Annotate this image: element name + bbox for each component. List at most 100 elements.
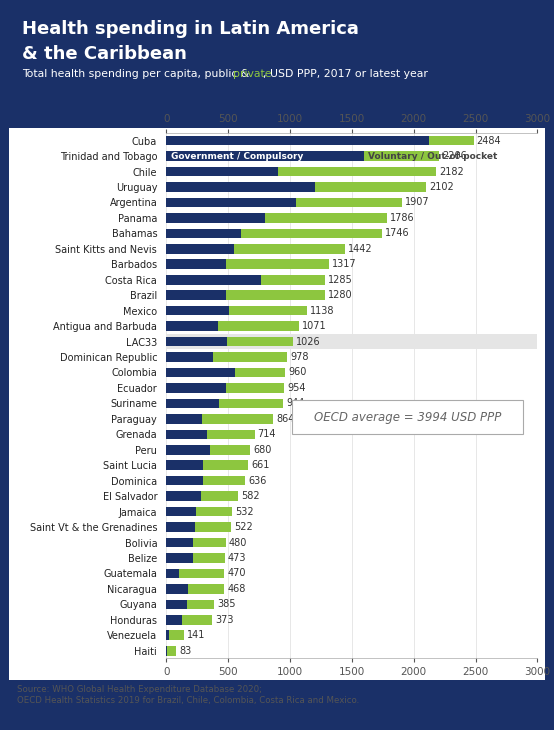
Bar (166, 291, 225, 300)
Text: 1280: 1280 (327, 291, 352, 300)
Bar (166, 306, 229, 315)
Bar (166, 383, 225, 393)
Bar (166, 136, 429, 145)
Bar (166, 321, 218, 331)
Bar (229, 306, 307, 315)
Text: & the Caribbean: & the Caribbean (22, 45, 187, 64)
Text: Health spending in Latin America: Health spending in Latin America (22, 20, 359, 39)
Text: 468: 468 (227, 584, 245, 594)
Text: 532: 532 (235, 507, 254, 517)
Text: 373: 373 (216, 615, 234, 625)
Bar (166, 352, 213, 362)
Text: 1442: 1442 (348, 244, 372, 254)
Text: private: private (233, 69, 271, 79)
Bar (218, 321, 299, 331)
Bar (166, 445, 209, 455)
Bar (203, 476, 245, 485)
Text: 1138: 1138 (310, 306, 335, 315)
Text: Source: WHO Global Health Expenditure Database 2020;: Source: WHO Global Health Expenditure Da… (17, 685, 261, 694)
Bar (261, 275, 325, 285)
Bar (194, 522, 231, 532)
Bar (193, 553, 225, 563)
Text: 480: 480 (229, 537, 247, 548)
Bar (296, 198, 402, 207)
Text: 1026: 1026 (296, 337, 321, 347)
Bar (178, 569, 224, 578)
Bar (203, 461, 248, 470)
Text: 954: 954 (288, 383, 306, 393)
Text: 1786: 1786 (390, 213, 415, 223)
Text: 141: 141 (187, 630, 205, 640)
Bar (182, 615, 212, 625)
Bar (166, 166, 278, 177)
Text: 470: 470 (228, 569, 246, 578)
Text: 978: 978 (290, 352, 309, 362)
Text: 522: 522 (234, 522, 253, 532)
Bar (167, 646, 177, 656)
Text: 473: 473 (228, 553, 247, 563)
Bar (225, 383, 284, 393)
Text: , USD PPP, 2017 or latest year: , USD PPP, 2017 or latest year (263, 69, 428, 79)
Text: 714: 714 (258, 429, 276, 439)
Bar (225, 291, 325, 300)
Text: 661: 661 (251, 460, 269, 470)
FancyBboxPatch shape (293, 400, 522, 434)
Bar (166, 646, 167, 656)
Text: 1071: 1071 (302, 321, 326, 331)
Bar (166, 275, 261, 285)
Bar (234, 244, 345, 253)
Bar (166, 569, 178, 578)
Text: 2182: 2182 (439, 166, 464, 177)
Bar (166, 244, 234, 253)
Text: 2206: 2206 (442, 151, 467, 161)
Bar (219, 399, 283, 408)
Bar (166, 461, 203, 470)
Bar (166, 491, 201, 501)
Bar (166, 337, 227, 346)
Bar (166, 259, 225, 269)
Bar (166, 151, 364, 161)
Bar (166, 538, 193, 548)
Bar (207, 429, 254, 439)
Bar (227, 337, 293, 346)
Text: 864: 864 (276, 414, 295, 424)
Bar (168, 631, 183, 640)
Text: 1317: 1317 (332, 259, 357, 269)
Bar (166, 522, 194, 532)
Bar (235, 368, 285, 377)
Text: Voluntary / Out-of-pocket: Voluntary / Out-of-pocket (368, 152, 497, 161)
Text: OECD average = 3994 USD PPP: OECD average = 3994 USD PPP (314, 411, 501, 424)
Text: 582: 582 (242, 491, 260, 501)
Text: 1907: 1907 (405, 197, 430, 207)
Bar (265, 213, 387, 223)
Bar (166, 584, 188, 593)
Bar (240, 228, 382, 238)
Text: 1285: 1285 (329, 274, 353, 285)
Bar (166, 213, 265, 223)
Text: 2102: 2102 (429, 182, 454, 192)
Bar (193, 538, 225, 548)
Text: 960: 960 (288, 367, 306, 377)
Text: OECD Health Statistics 2019 for Brazil, Chile, Colombia, Costa Rica and Mexico.: OECD Health Statistics 2019 for Brazil, … (17, 696, 359, 705)
Bar (166, 631, 168, 640)
Bar (213, 352, 287, 362)
Bar (166, 414, 202, 423)
Bar (166, 399, 219, 408)
Bar (166, 615, 182, 625)
Text: 680: 680 (253, 445, 272, 455)
Text: 83: 83 (179, 646, 192, 656)
Bar (154, 334, 554, 349)
Bar (166, 507, 196, 516)
Bar (166, 182, 315, 192)
Bar (166, 368, 235, 377)
Bar (364, 151, 439, 161)
Text: 1746: 1746 (386, 228, 410, 238)
Bar (187, 599, 214, 609)
Bar (196, 507, 232, 516)
Bar (315, 182, 426, 192)
Bar (278, 166, 436, 177)
Bar (166, 553, 193, 563)
Text: Total health spending per capita, public &: Total health spending per capita, public… (22, 69, 253, 79)
Bar (166, 476, 203, 485)
Bar (201, 491, 238, 501)
